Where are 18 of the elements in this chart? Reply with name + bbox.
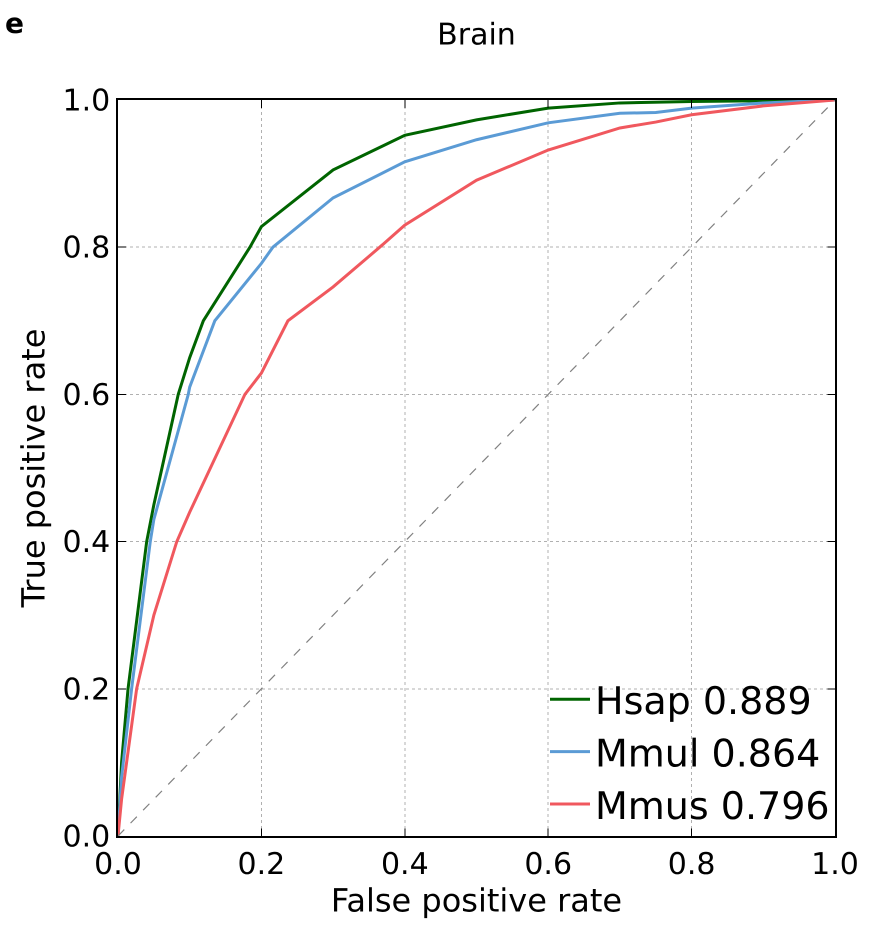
text: e [5,7,24,40]
y-tick-label: 0.4 [62,525,110,560]
legend-label: Mmus 0.796 [595,784,830,828]
x-tick-label: 0.8 [668,846,716,882]
legend-label: Hsap 0.889 [595,679,812,724]
x-tick-label: 1.0 [811,846,859,882]
chart-title: Brain [437,17,516,52]
y-tick-label: 0.2 [62,672,110,708]
y-tick-label: 1.0 [62,84,110,118]
x-tick-label: 0.6 [524,846,572,882]
y-tick-label: 0.8 [62,230,110,266]
x-tick-label: 0.2 [238,846,286,882]
y-tick-label: 0.6 [62,378,110,413]
line-series [118,100,835,836]
y-axis-title: True positive rate [14,328,52,608]
legend-label: Mmul 0.864 [595,731,820,776]
x-axis-title: False positive rate [330,882,622,920]
x-tick-label: 0.4 [380,846,429,882]
